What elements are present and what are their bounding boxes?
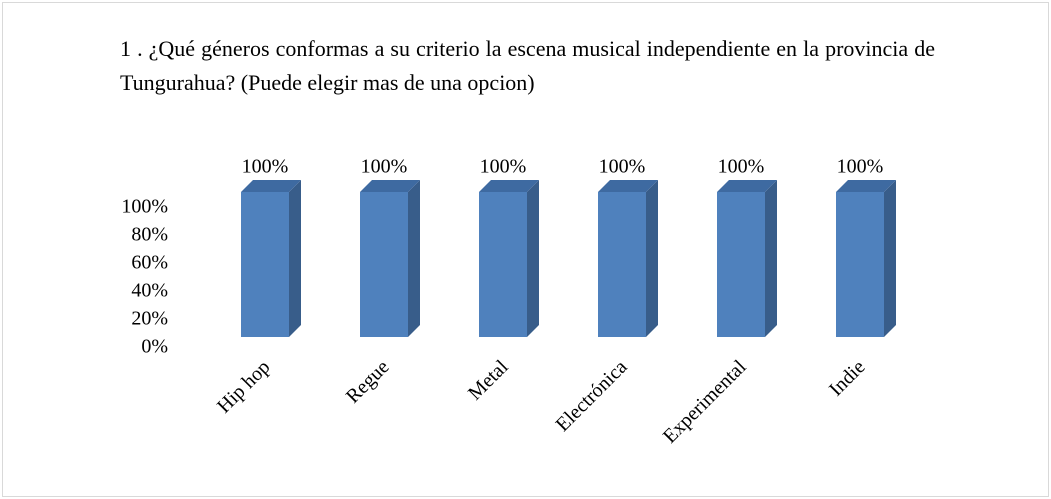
bar (360, 192, 408, 337)
bar (717, 192, 765, 337)
bar (479, 192, 527, 337)
y-tick-label: 60% (131, 252, 168, 274)
y-tick-label: 100% (121, 196, 168, 218)
bar (836, 192, 884, 337)
bar-top (717, 180, 777, 192)
y-tick-label: 0% (141, 336, 168, 358)
bar-side (765, 180, 777, 337)
bar-side (884, 180, 896, 337)
bar-top (360, 180, 420, 192)
y-tick-label: 80% (131, 224, 168, 246)
bar-side (289, 180, 301, 337)
data-label: 100% (718, 156, 765, 178)
bar (598, 192, 646, 337)
bar-top (598, 180, 658, 192)
data-label: 100% (242, 156, 289, 178)
bar-side (646, 180, 658, 337)
data-label: 100% (599, 156, 646, 178)
bar-top (836, 180, 896, 192)
y-tick-label: 20% (131, 308, 168, 330)
data-label: 100% (361, 156, 408, 178)
bar-top (479, 180, 539, 192)
bar-side (527, 180, 539, 337)
y-tick-label: 40% (131, 280, 168, 302)
bar (241, 192, 289, 337)
chart-title: 1 . ¿Qué géneros conformas a su criterio… (120, 36, 935, 95)
data-label: 100% (837, 156, 884, 178)
bar-top (241, 180, 301, 192)
data-label: 100% (480, 156, 527, 178)
bar-side (408, 180, 420, 337)
